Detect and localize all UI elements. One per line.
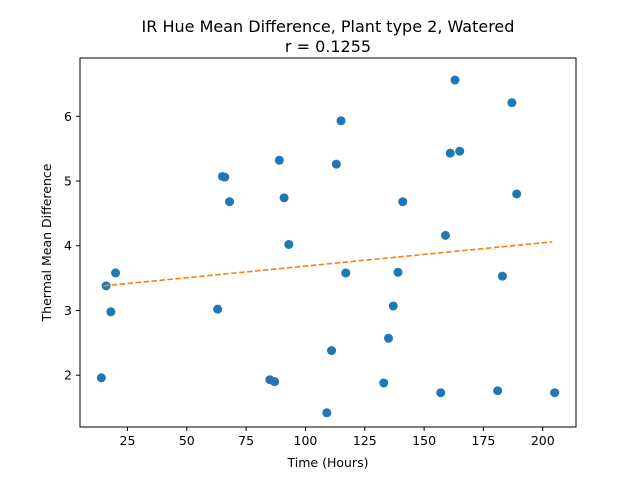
data-point [279, 193, 289, 203]
data-point [225, 197, 235, 207]
x-tick-label: 200 [531, 433, 555, 448]
data-point [111, 268, 121, 278]
data-point [455, 146, 465, 156]
data-point [440, 230, 450, 240]
x-tick-label: 75 [238, 433, 254, 448]
chart-title: IR Hue Mean Difference, Plant type 2, Wa… [142, 17, 515, 36]
x-tick-label: 50 [179, 433, 195, 448]
x-tick-label: 25 [120, 433, 136, 448]
data-point [336, 116, 346, 126]
data-point [398, 197, 408, 207]
data-point [497, 271, 507, 281]
data-point [220, 172, 230, 182]
x-tick-label: 125 [353, 433, 377, 448]
x-axis-label: Time (Hours) [287, 455, 369, 470]
x-axis: 25 50 75 100 125 150 175 200 [120, 427, 555, 448]
data-point [327, 346, 337, 356]
data-point [270, 377, 280, 387]
chart-subtitle: r = 0.1255 [285, 37, 371, 56]
x-tick-label: 175 [472, 433, 496, 448]
data-point [493, 386, 503, 396]
plot-area [96, 75, 560, 418]
y-tick-label: 6 [64, 109, 72, 124]
data-point [393, 267, 403, 277]
y-axis-label: Thermal Mean Difference [39, 163, 54, 322]
data-point [341, 268, 351, 278]
data-point [450, 75, 460, 85]
y-tick-label: 2 [64, 368, 72, 383]
y-tick-label: 4 [64, 238, 72, 253]
data-point [284, 239, 294, 249]
data-point [436, 388, 446, 398]
data-point [213, 304, 223, 314]
data-point [388, 301, 398, 311]
trend-line [103, 241, 553, 287]
data-point [512, 189, 522, 199]
data-point [379, 378, 389, 388]
data-point [507, 98, 517, 108]
data-point [274, 155, 284, 165]
y-tick-label: 3 [64, 303, 72, 318]
y-axis: 2 3 4 5 6 [64, 109, 80, 383]
data-point [550, 388, 560, 398]
x-tick-label: 150 [412, 433, 436, 448]
y-tick-label: 5 [64, 174, 72, 189]
data-point [384, 333, 394, 343]
data-point [445, 148, 455, 158]
data-point [322, 408, 332, 418]
data-point [331, 159, 341, 169]
data-point [106, 307, 116, 317]
x-tick-label: 100 [294, 433, 318, 448]
data-point [96, 373, 106, 383]
plot-frame [79, 57, 577, 428]
